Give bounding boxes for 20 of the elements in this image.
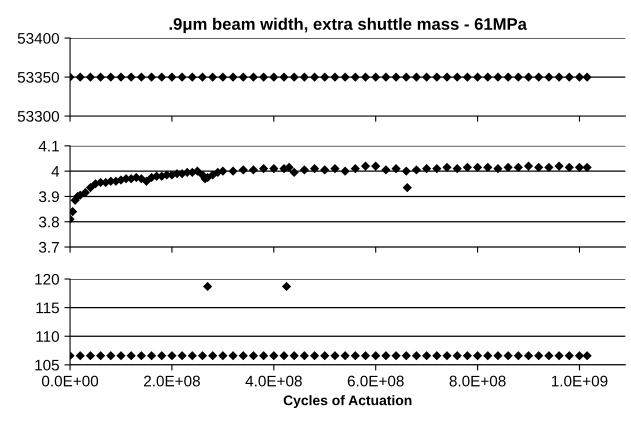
y-tick-label: 115: [36, 302, 59, 314]
y-tick-label: 3.7: [38, 242, 59, 253]
x-tick-label: 0.0E+00: [42, 376, 98, 386]
x-tick-label: 8.0E+08: [450, 376, 506, 386]
chart-title: .9μm beam width, extra shuttle mass - 61MPa: [170, 18, 528, 34]
x-axis-title: Cycles of Actuation: [284, 395, 412, 408]
x-tick-label: 6.0E+08: [348, 376, 404, 386]
y-tick-label: 53400: [18, 32, 60, 44]
y-tick-label: 53300: [18, 110, 60, 122]
y-tick-label: 53350: [18, 72, 60, 83]
y-tick-label: 3.9: [38, 191, 59, 202]
y-tick-label: 120: [35, 274, 60, 285]
y-tick-label: 4: [51, 166, 60, 177]
x-tick-label: 4.0E+08: [245, 376, 302, 386]
x-tick-label: 2.0E+08: [144, 376, 200, 386]
y-tick-label: 110: [36, 331, 60, 342]
y-tick-label: 105: [35, 360, 59, 371]
y-tick-label: 4.1: [38, 140, 59, 152]
y-tick-label: 3.8: [38, 216, 59, 228]
x-tick-label: 1.0E+09: [552, 376, 608, 386]
